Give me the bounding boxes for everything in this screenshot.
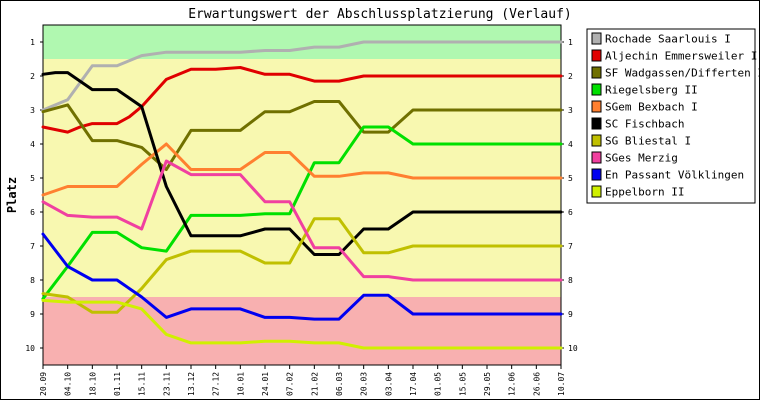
x-tick-label: 26.06 [532, 372, 541, 396]
series-line-6 [41, 217, 563, 314]
x-tick-label: 18.10 [88, 372, 97, 396]
y-tick-label-right: 10 [568, 344, 578, 353]
legend-swatch [591, 151, 602, 164]
x-tick-label: 24.01 [261, 372, 270, 396]
legend: Rochade Saarlouis I Aljechin Emmersweiler… [586, 28, 760, 204]
y-axis-label: Platz [5, 177, 19, 213]
y-tick-label: 2 [30, 72, 35, 81]
legend-label: En Passant Völklingen [605, 169, 744, 182]
series-line-8 [41, 232, 563, 321]
y-tick-label: 7 [30, 242, 35, 251]
y-tick-label-right: 6 [568, 208, 573, 217]
x-tick-label: 10.07 [557, 372, 566, 396]
chart-title: Erwartungswert der Abschlussplatzierung … [188, 7, 572, 22]
y-tick-label: 1 [30, 38, 35, 47]
legend-label: SGes Merzig [605, 152, 678, 165]
y-tick-label-right: 9 [568, 310, 573, 319]
y-tick-label-right: 8 [568, 276, 573, 285]
y-tick-label: 5 [30, 174, 35, 183]
legend-label: SF Wadgassen/Differten I [605, 67, 760, 80]
x-tick-label: 01.11 [113, 372, 122, 396]
series-line-1 [41, 66, 563, 134]
x-tick-label: 04.10 [64, 372, 73, 396]
series-line-4 [41, 142, 563, 197]
y-tick-label: 4 [30, 140, 35, 149]
legend-swatch [591, 168, 602, 181]
x-tick-label: 13.12 [187, 372, 196, 396]
series-line-5 [41, 71, 563, 256]
legend-label: Rochade Saarlouis I [605, 33, 731, 46]
x-tick-label: 01.05 [434, 372, 443, 396]
x-tick-label: 03.04 [384, 372, 393, 396]
x-tick-label: 06.03 [335, 372, 344, 396]
y-tick-label-right: 7 [568, 242, 573, 251]
legend-label: SGem Bexbach I [605, 101, 698, 114]
y-tick-label: 3 [30, 106, 35, 115]
x-tick-label: 27.12 [212, 372, 221, 396]
x-tick-label: 07.02 [286, 372, 295, 396]
legend-swatch [591, 49, 602, 62]
y-tick-label-right: 2 [568, 72, 573, 81]
y-tick-label: 9 [30, 310, 35, 319]
series-line-0 [41, 40, 563, 112]
series-line-2 [41, 100, 563, 171]
x-tick-label: 15.05 [458, 372, 467, 396]
y-tick-label-right: 1 [568, 38, 573, 47]
legend-label: Aljechin Emmersweiler I [605, 50, 757, 63]
x-tick-label: 15.11 [138, 372, 147, 396]
legend-label: Eppelborn II [605, 186, 684, 199]
y-tick-label: 8 [30, 276, 35, 285]
legend-label: SC Fischbach [605, 118, 684, 131]
legend-swatch [591, 66, 602, 79]
legend-label: Riegelsberg II [605, 84, 698, 97]
x-tick-label: 21.02 [310, 372, 319, 396]
x-tick-label: 12.06 [508, 372, 517, 396]
series-line-7 [41, 159, 563, 282]
series-line-9 [41, 298, 563, 350]
x-tick-label: 23.11 [162, 372, 171, 396]
x-tick-label: 29.05 [483, 372, 492, 396]
legend-swatch [591, 185, 602, 198]
y-tick-label-right: 5 [568, 174, 573, 183]
x-tick-label: 10.01 [236, 372, 245, 396]
legend-swatch [591, 134, 602, 147]
y-tick-label-right: 3 [568, 106, 573, 115]
legend-swatch [591, 100, 602, 113]
x-tick-label: 20.03 [360, 372, 369, 396]
x-tick-label: 20.09 [39, 372, 48, 396]
x-tick-label: 17.04 [409, 372, 418, 396]
legend-swatch [591, 117, 602, 130]
legend-label: SG Bliestal I [605, 135, 691, 148]
series-lines [41, 40, 563, 350]
y-tick-label-right: 4 [568, 140, 573, 149]
y-tick-label: 10 [25, 344, 35, 353]
legend-box [586, 28, 756, 204]
legend-swatch [591, 32, 602, 45]
series-line-3 [41, 125, 563, 301]
legend-swatch [591, 83, 602, 96]
y-tick-label: 6 [30, 208, 35, 217]
